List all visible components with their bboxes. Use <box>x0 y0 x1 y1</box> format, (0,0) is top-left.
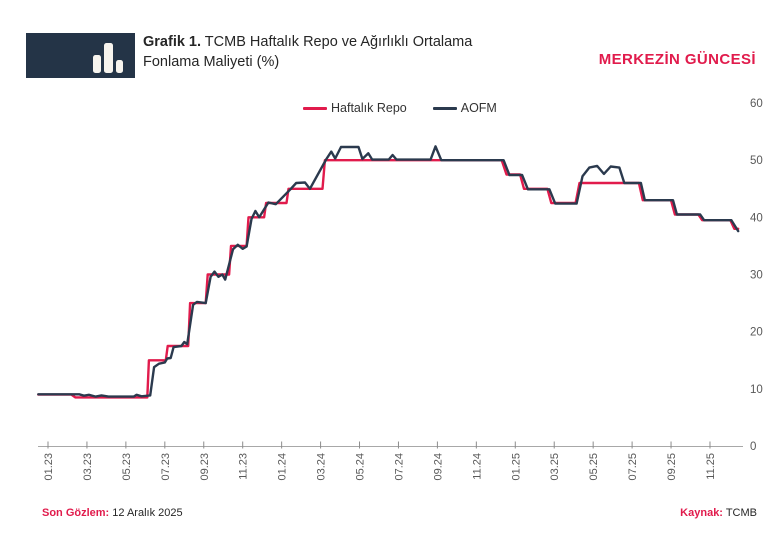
legend-swatch-red-line <box>303 106 327 110</box>
y-tick-label: 30 <box>750 270 763 282</box>
legend-label: Haftalık Repo <box>331 101 407 115</box>
legend: Haftalık Repo AOFM <box>303 101 497 115</box>
chart-title-text: TCMB Haftalık Repo ve Ağırlıklı Ortalama <box>201 34 473 50</box>
y-tick-label: 50 <box>750 155 763 167</box>
x-tick-label: 01.25 <box>510 453 522 481</box>
last-observation-label: Son Gözlem: <box>42 507 110 519</box>
y-tick-label: 60 <box>750 98 763 110</box>
x-tick-label: 09.24 <box>432 453 444 481</box>
x-tick-label: 11.25 <box>705 453 717 480</box>
source-note: Kaynak: TCMB <box>680 507 757 519</box>
x-tick-label: 11.24 <box>471 453 483 480</box>
x-tick-label: 03.24 <box>316 453 328 481</box>
x-tick-label: 11.23 <box>238 453 250 480</box>
chart-title-line2: Fonlama Maliyeti (%) <box>143 54 280 70</box>
last-observation-value: 12 Aralık 2025 <box>109 507 183 519</box>
x-tick-label: 07.25 <box>627 453 639 481</box>
logo <box>26 33 135 78</box>
legend-swatch-navy-line <box>432 106 457 110</box>
chart-title-number: Grafik 1. <box>143 34 202 50</box>
legend-item-haftalik-repo: Haftalık Repo <box>303 101 407 115</box>
x-tick-label: 05.24 <box>355 453 367 481</box>
series-line-haftalık-repo <box>37 158 740 399</box>
x-tick-label: 01.23 <box>43 453 55 481</box>
last-observation-note: Son Gözlem: 12 Aralık 2025 <box>42 507 183 519</box>
x-tick-label: 01.24 <box>277 453 289 481</box>
x-tick-label: 07.23 <box>160 453 172 481</box>
source-value: TCMB <box>722 507 757 519</box>
x-tick-label: 03.25 <box>549 453 561 481</box>
x-tick-label: 07.24 <box>393 453 405 481</box>
source-label: Kaynak: <box>680 507 723 519</box>
y-tick-label: 20 <box>750 327 763 339</box>
y-tick-label: 10 <box>750 384 763 396</box>
y-tick-label: 40 <box>750 212 763 224</box>
bar-chart-icon <box>93 43 123 73</box>
chart-title: Grafik 1. TCMB Haftalık Repo ve Ağırlıkl… <box>143 32 573 72</box>
y-tick-label: 0 <box>750 441 756 453</box>
x-tick-label: 05.23 <box>121 453 133 481</box>
x-tick-label: 03.23 <box>82 453 94 481</box>
legend-label: AOFM <box>460 101 497 115</box>
series-line-aofm <box>37 145 740 398</box>
x-tick-label: 09.23 <box>199 453 211 481</box>
legend-item-aofm: AOFM <box>432 101 497 115</box>
x-tick-label: 05.25 <box>588 453 600 481</box>
x-tick-label: 09.25 <box>666 453 678 481</box>
brand-wordmark: MERKEZİN GÜNCESİ <box>598 51 756 68</box>
